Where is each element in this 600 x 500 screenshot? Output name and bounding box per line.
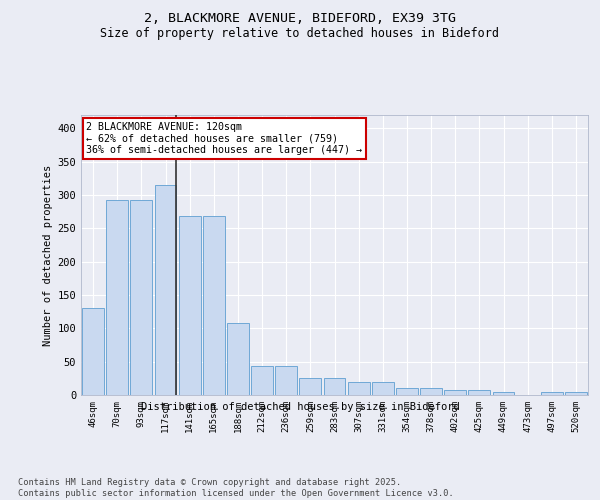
Text: Size of property relative to detached houses in Bideford: Size of property relative to detached ho…	[101, 28, 499, 40]
Bar	[275, 366, 297, 395]
Bar	[493, 392, 514, 395]
Bar	[348, 382, 370, 395]
Bar	[299, 378, 321, 395]
Bar	[445, 390, 466, 395]
Bar	[251, 366, 273, 395]
Bar	[130, 200, 152, 395]
Bar	[179, 216, 200, 395]
Bar	[203, 216, 224, 395]
Bar	[106, 200, 128, 395]
Text: 2 BLACKMORE AVENUE: 120sqm
← 62% of detached houses are smaller (759)
36% of sem: 2 BLACKMORE AVENUE: 120sqm ← 62% of deta…	[86, 122, 362, 155]
Bar	[372, 382, 394, 395]
Bar	[82, 308, 104, 395]
Bar	[565, 392, 587, 395]
Bar	[323, 378, 346, 395]
Bar	[396, 388, 418, 395]
Text: Contains HM Land Registry data © Crown copyright and database right 2025.
Contai: Contains HM Land Registry data © Crown c…	[18, 478, 454, 498]
Bar	[227, 323, 249, 395]
Bar	[541, 392, 563, 395]
Y-axis label: Number of detached properties: Number of detached properties	[43, 164, 53, 346]
Bar	[420, 388, 442, 395]
Text: 2, BLACKMORE AVENUE, BIDEFORD, EX39 3TG: 2, BLACKMORE AVENUE, BIDEFORD, EX39 3TG	[144, 12, 456, 26]
Bar	[469, 390, 490, 395]
Text: Distribution of detached houses by size in Bideford: Distribution of detached houses by size …	[140, 402, 460, 412]
Bar	[155, 185, 176, 395]
